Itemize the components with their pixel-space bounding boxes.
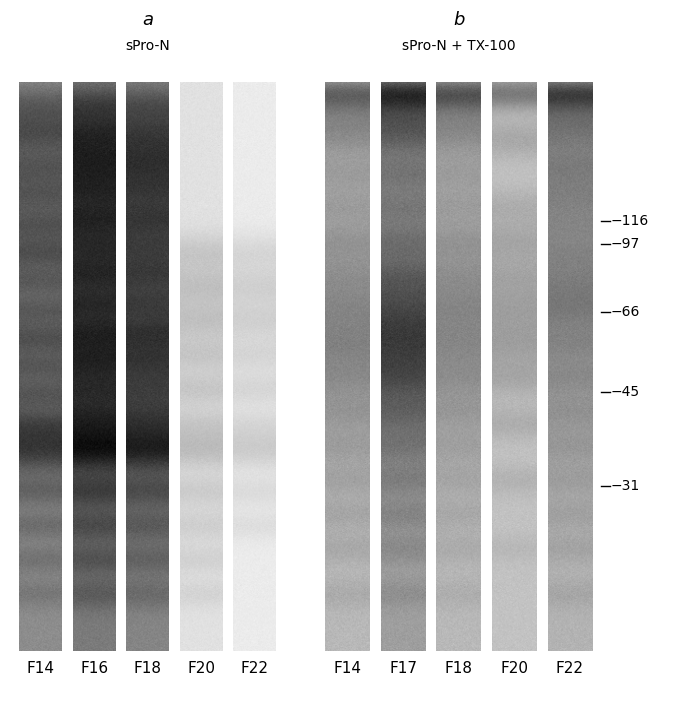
Text: F14: F14 — [334, 661, 361, 676]
Text: b: b — [453, 11, 464, 28]
Text: F17: F17 — [389, 661, 417, 676]
Text: a: a — [142, 11, 153, 28]
Text: −97: −97 — [611, 237, 640, 251]
Text: −45: −45 — [611, 385, 640, 399]
Text: F22: F22 — [240, 661, 269, 676]
Text: F16: F16 — [80, 661, 108, 676]
Text: −66: −66 — [611, 305, 640, 319]
Text: −116: −116 — [611, 214, 649, 228]
Text: F20: F20 — [500, 661, 528, 676]
Text: −31: −31 — [611, 479, 640, 493]
Text: F18: F18 — [445, 661, 473, 676]
Text: F20: F20 — [187, 661, 215, 676]
Text: F18: F18 — [133, 661, 162, 676]
Text: sPro-N + TX-100: sPro-N + TX-100 — [402, 39, 516, 53]
Text: F22: F22 — [556, 661, 584, 676]
Text: F14: F14 — [26, 661, 55, 676]
Text: sPro-N: sPro-N — [125, 39, 170, 53]
